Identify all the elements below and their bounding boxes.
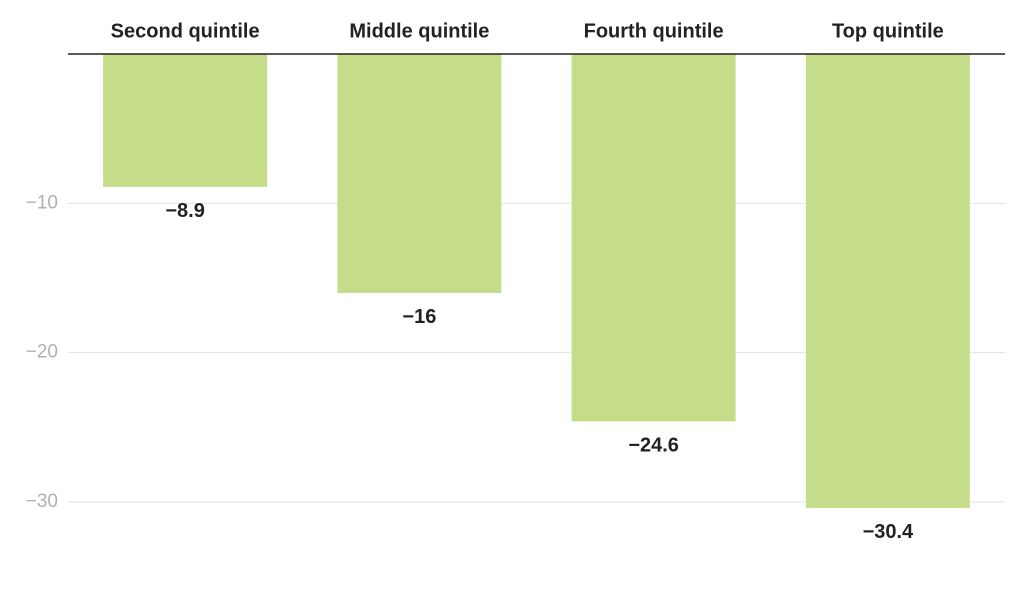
bar xyxy=(805,54,970,508)
y-tick-label: −10 xyxy=(26,192,58,213)
category-label: Top quintile xyxy=(832,20,944,42)
bar xyxy=(337,54,502,293)
data-label: −24.6 xyxy=(628,435,679,457)
data-label: −30.4 xyxy=(863,521,914,543)
y-tick-label: −20 xyxy=(26,342,58,363)
y-tick-label: −30 xyxy=(26,491,58,512)
bar xyxy=(103,54,268,187)
data-label: −16 xyxy=(402,306,436,328)
category-label: Second quintile xyxy=(111,20,260,42)
category-label: Middle quintile xyxy=(349,20,489,42)
data-label: −8.9 xyxy=(165,200,204,222)
category-label: Fourth quintile xyxy=(584,20,724,42)
bar xyxy=(571,54,736,422)
